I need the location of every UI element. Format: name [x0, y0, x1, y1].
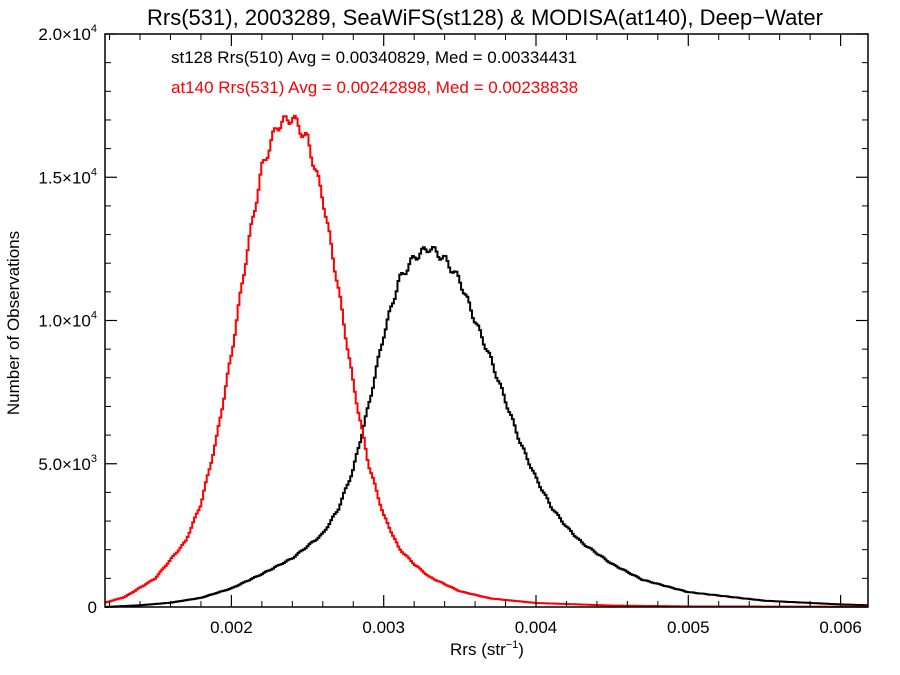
- series-line-red: [105, 114, 868, 608]
- x-axis-title-sup: −1: [506, 639, 519, 651]
- x-axis-title-close: ): [518, 640, 524, 659]
- series-red-stats: at140 Rrs(531) Avg = 0.00242898, Med = 0…: [171, 78, 578, 97]
- series-layer: [105, 114, 868, 608]
- x-tick-label: 0.004: [515, 618, 558, 637]
- y-tick-label: 0: [88, 598, 97, 617]
- x-axis-title-main: Rrs (str: [450, 640, 506, 659]
- y-tick-label: 1.5×104: [38, 166, 97, 187]
- series-line-black: [105, 245, 868, 608]
- x-axis: 0.002 0.003 0.004 0.005 0.006: [109, 34, 862, 637]
- x-tick-label: 0.003: [362, 618, 405, 637]
- plot-frame: [104, 33, 869, 608]
- y-axis-title: Number of Observations: [4, 231, 23, 415]
- x-tick-label: 0.006: [819, 618, 862, 637]
- y-axis: 0 5.0×103 1.0×104 1.5×104 2.0×104: [38, 23, 868, 617]
- chart-title: Rrs(531), 2003289, SeaWiFS(st128) & MODI…: [147, 5, 823, 30]
- x-tick-label: 0.002: [210, 618, 253, 637]
- x-tick-label: 0.005: [667, 618, 710, 637]
- y-tick-label: 5.0×103: [38, 453, 97, 474]
- y-tick-label: 1.0×104: [38, 310, 97, 331]
- y-tick-label: 2.0×104: [38, 23, 97, 44]
- x-axis-title: Rrs (str−1): [450, 639, 524, 659]
- series-black-stats: st128 Rrs(510) Avg = 0.00340829, Med = 0…: [171, 48, 577, 67]
